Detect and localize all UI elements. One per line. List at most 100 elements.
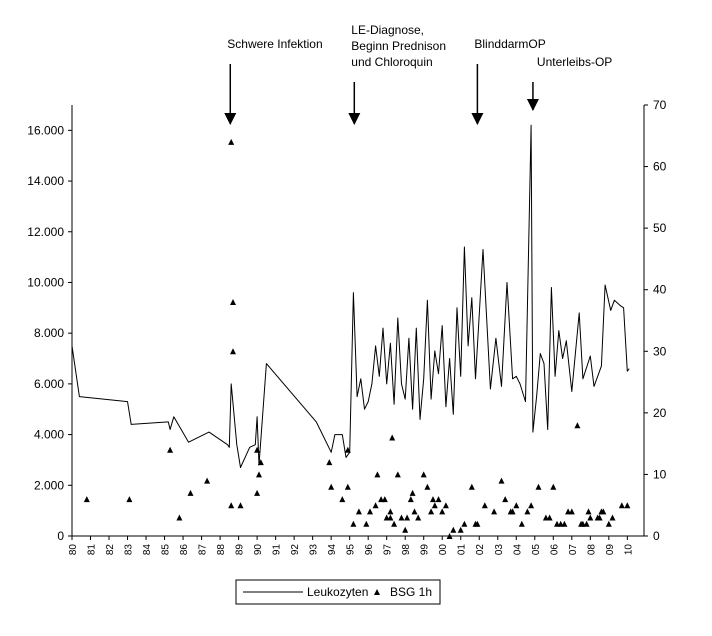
bsg-point <box>446 533 453 539</box>
x-tick-label: 03 <box>494 544 505 556</box>
bsg-point <box>404 514 411 521</box>
bsg-point <box>230 299 236 305</box>
left-tick-label: 8.000 <box>34 326 64 340</box>
x-tick-label: 98 <box>401 544 412 556</box>
bsg-point <box>424 483 431 490</box>
bsg-point <box>391 520 398 527</box>
x-tick-label: 97 <box>383 544 394 556</box>
x-tick-label: 91 <box>272 544 283 556</box>
bsg-point <box>228 138 235 145</box>
bsg-point <box>355 508 362 515</box>
right-tick-label: 70 <box>653 98 667 112</box>
bsg-point <box>394 471 401 478</box>
bsg-point <box>618 502 625 509</box>
legend-label-leukozyten: Leukozyten <box>307 585 368 599</box>
bsg-point <box>204 477 211 484</box>
leukozyten-series <box>71 124 630 468</box>
right-tick-label: 10 <box>653 467 667 481</box>
bsg-point <box>468 483 475 490</box>
bsg-point <box>550 483 557 490</box>
bsg-point <box>457 526 464 533</box>
x-tick-label: 95 <box>346 544 357 556</box>
bsg-point <box>431 502 438 509</box>
x-tick-label: 96 <box>364 544 375 556</box>
bsg-point <box>528 502 535 509</box>
left-y-ticks: 0 2.000 4.000 6.000 8.000 10.000 12.000 14.000 1… <box>27 123 72 543</box>
bsg-series <box>83 138 631 539</box>
bsg-point <box>430 496 436 503</box>
x-ticks: 80 81 82 83 84 85 86 87 88 89 90 91 92 93 94 95 96 97 98 99… <box>68 536 634 555</box>
bsg-point <box>518 520 525 527</box>
left-tick-label: 12.000 <box>27 225 64 239</box>
bsg-point <box>344 446 351 453</box>
right-tick-label: 50 <box>653 221 667 235</box>
legend-label-bsg: BSG 1h <box>390 585 432 599</box>
bsg-point <box>387 514 394 521</box>
left-tick-label: 14.000 <box>27 174 64 188</box>
bsg-point <box>535 483 542 490</box>
bsg-point <box>326 459 333 466</box>
bsg-point <box>435 496 442 503</box>
x-tick-label: 01 <box>457 544 468 556</box>
bsg-point <box>402 526 409 533</box>
right-tick-label: 0 <box>653 529 660 543</box>
bsg-point <box>237 502 244 509</box>
bsg-point <box>398 514 405 521</box>
bsg-point <box>126 496 133 503</box>
right-y-ticks: 0 10 20 30 40 50 60 70 <box>644 98 667 543</box>
bsg-point <box>254 446 261 453</box>
bsg-point <box>350 520 357 527</box>
bsg-point <box>328 483 335 490</box>
x-tick-label: 82 <box>105 544 116 556</box>
bsg-point <box>257 459 264 466</box>
bsg-point <box>509 508 516 515</box>
x-tick-label: 85 <box>161 544 172 556</box>
bsg-point <box>420 471 427 478</box>
bsg-point <box>624 502 631 509</box>
x-tick-label: 02 <box>475 544 486 556</box>
bsg-point <box>498 477 505 484</box>
bsg-point <box>546 514 553 521</box>
event-label: Schwere Infektion <box>227 37 322 51</box>
left-tick-label: 4.000 <box>34 428 64 442</box>
bsg-point <box>187 489 194 496</box>
right-tick-label: 20 <box>653 406 667 420</box>
bsg-point <box>372 502 379 509</box>
event-annotations: Schwere Infektion LE-Diagnose, Beginn Pred… <box>224 23 612 125</box>
bsg-point <box>389 434 396 441</box>
bsg-point <box>83 496 90 503</box>
bsg-point <box>596 514 603 521</box>
bsg-point <box>524 508 531 515</box>
right-tick-label: 40 <box>653 283 667 297</box>
leukozyten-line <box>71 124 630 468</box>
bsg-point <box>411 508 418 515</box>
bsg-point <box>491 508 498 515</box>
x-tick-label: 89 <box>235 544 246 556</box>
x-tick-label: 81 <box>87 544 98 556</box>
bsg-point <box>230 348 236 355</box>
left-tick-label: 16.000 <box>27 123 64 137</box>
bsg-point <box>254 489 261 496</box>
left-tick-label: 2.000 <box>34 478 64 492</box>
bsg-point <box>502 496 509 503</box>
left-tick-label: 10.000 <box>27 275 64 289</box>
x-tick-label: 07 <box>568 544 579 556</box>
bsg-point <box>381 496 388 503</box>
bsg-point <box>442 502 449 509</box>
bsg-point <box>513 502 520 509</box>
bsg-point <box>561 520 568 527</box>
legend: Leukozyten BSG 1h <box>235 579 441 605</box>
right-tick-label: 60 <box>653 160 667 174</box>
x-tick-label: 93 <box>309 544 320 556</box>
bsg-point <box>407 496 414 503</box>
bsg-point <box>228 502 235 509</box>
x-tick-label: 94 <box>327 544 338 556</box>
left-tick-label: 6.000 <box>34 377 64 391</box>
x-tick-label: 83 <box>124 544 135 556</box>
bsg-point <box>344 483 351 490</box>
x-tick-label: 06 <box>549 544 560 556</box>
bsg-point <box>583 520 590 527</box>
bsg-point <box>450 526 457 533</box>
x-tick-label: 90 <box>253 544 264 556</box>
